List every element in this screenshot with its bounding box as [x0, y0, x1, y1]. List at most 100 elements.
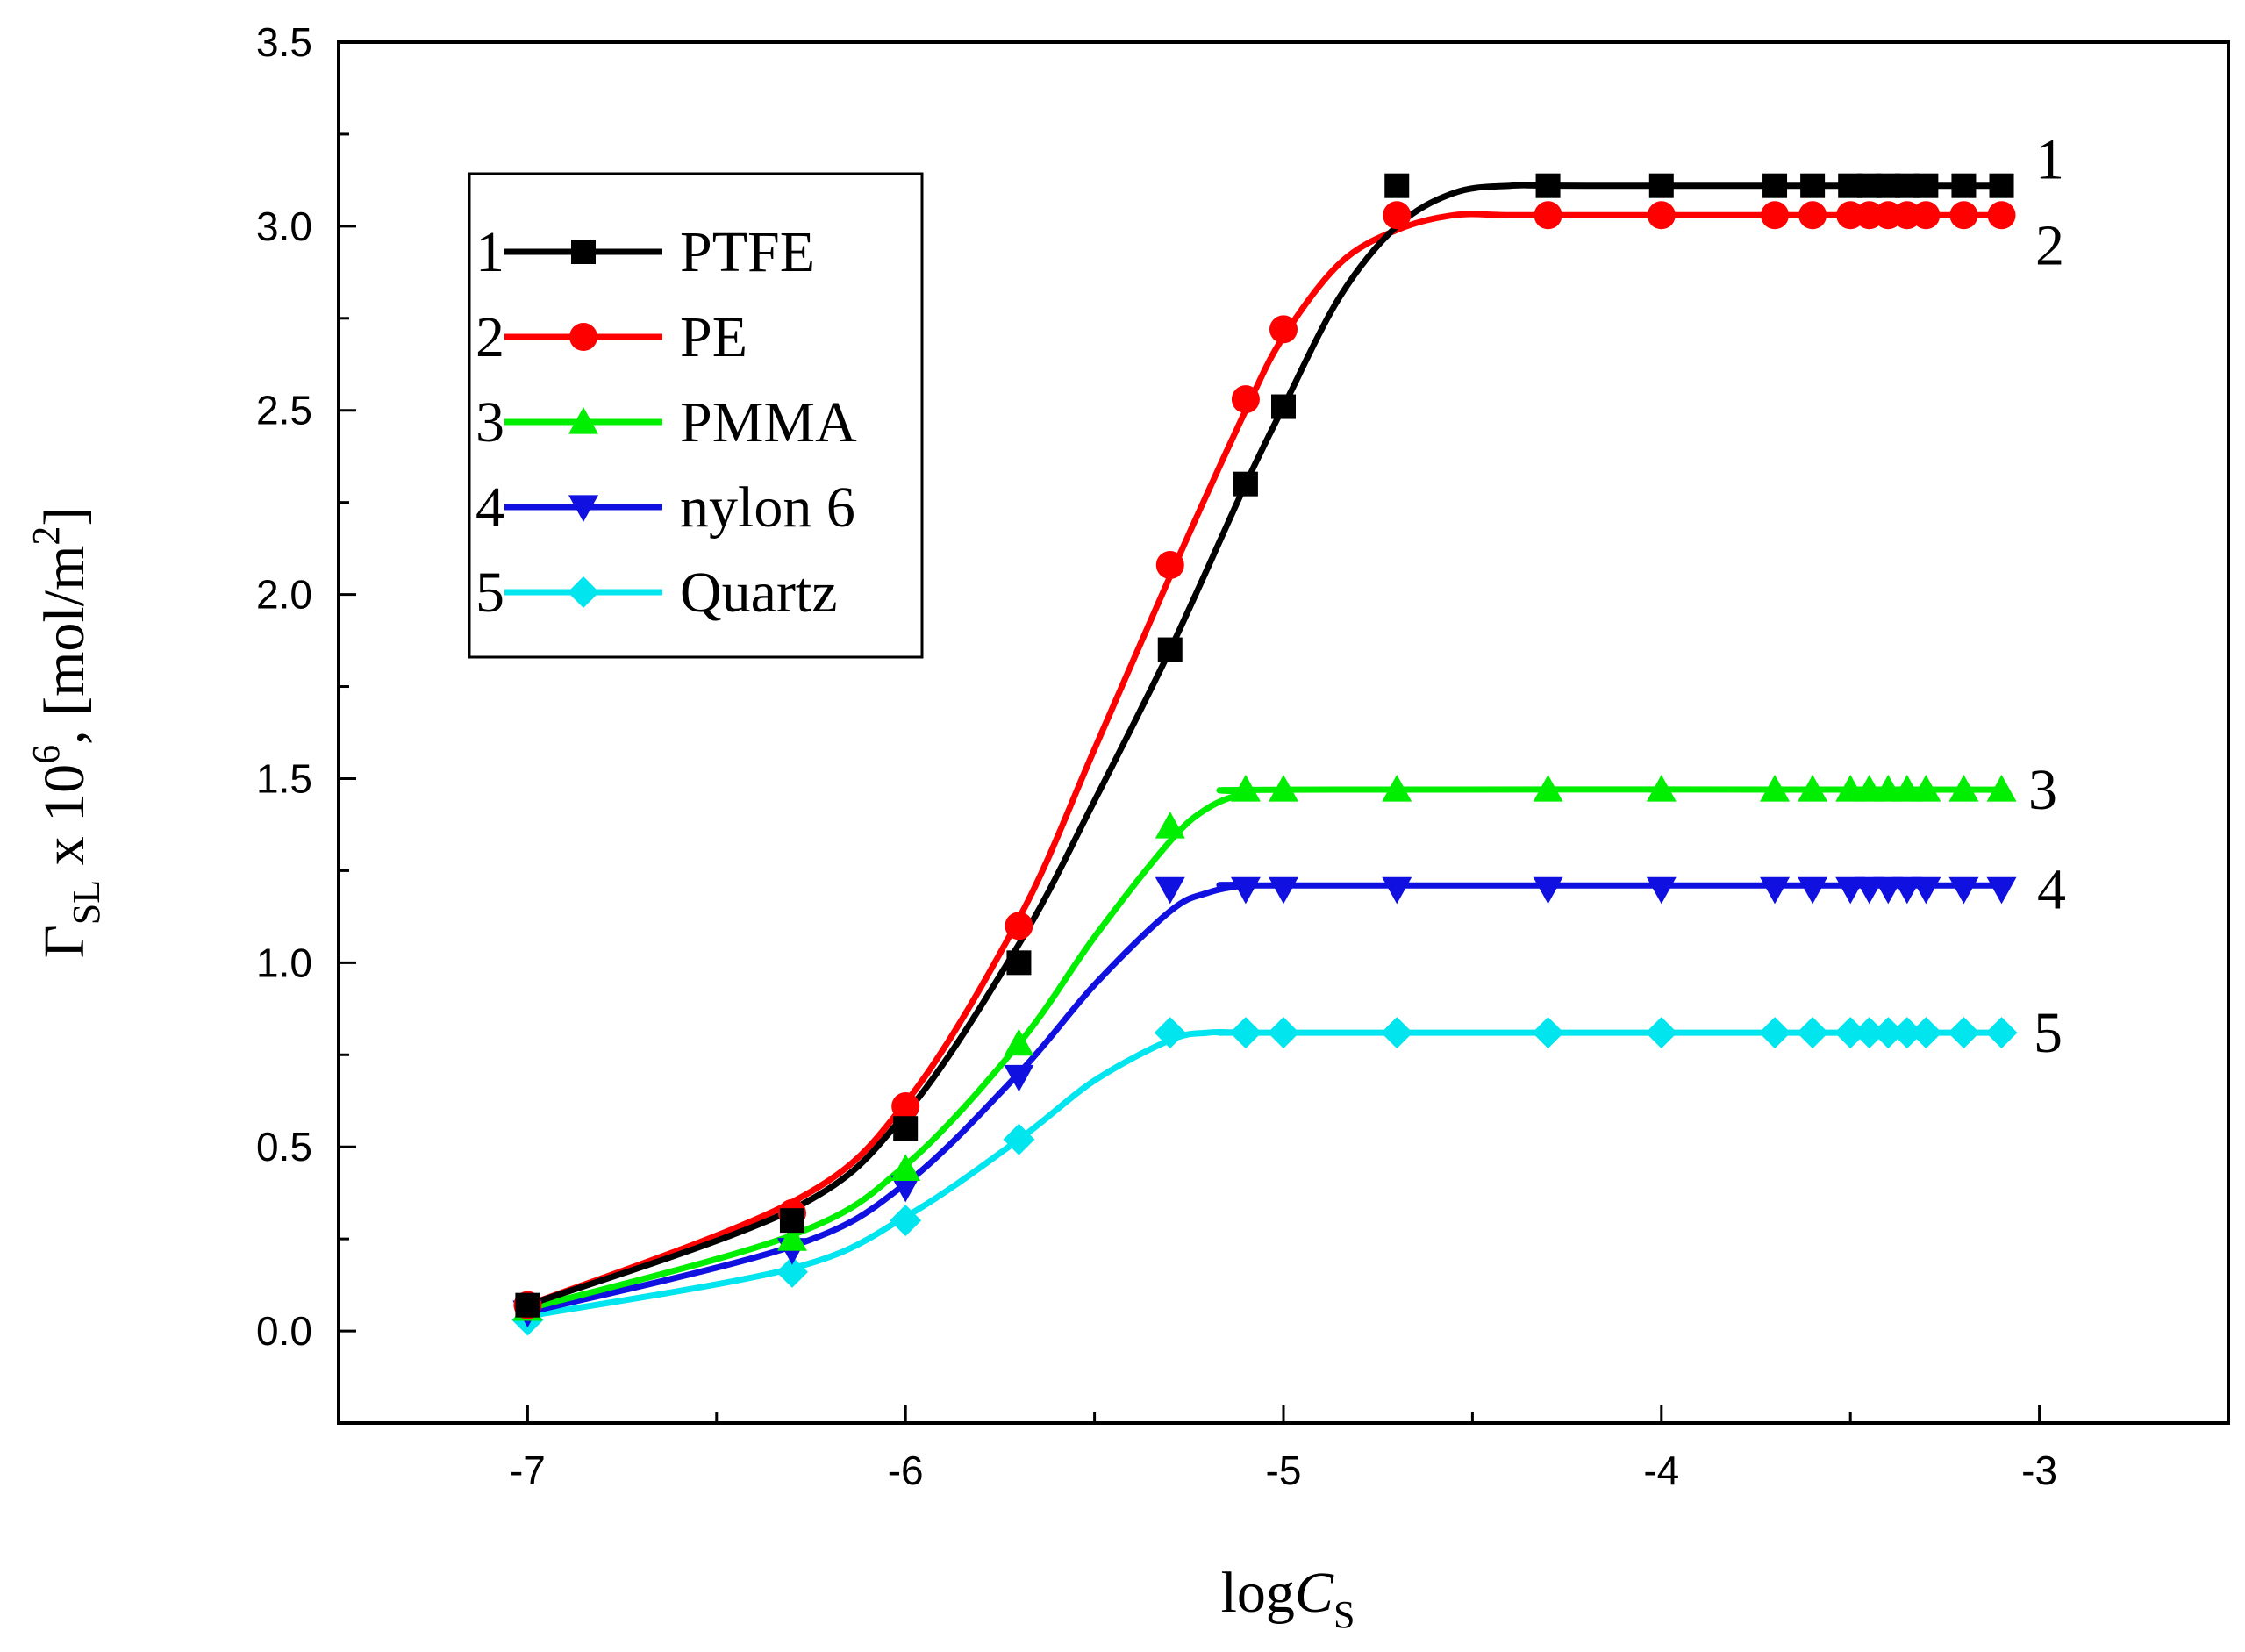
data-point-5: [1910, 1017, 1942, 1049]
data-point-2: [1005, 912, 1033, 940]
data-point-1: [1384, 173, 1410, 198]
y-tick-label: 2.0: [256, 572, 312, 618]
data-point-1: [515, 1292, 540, 1318]
data-point-2: [1987, 201, 2016, 230]
data-point-5: [1891, 1017, 1923, 1049]
legend-label-3: PMMA: [680, 390, 857, 454]
x-tick-label: -5: [1266, 1448, 1302, 1493]
data-point-1: [1006, 950, 1032, 976]
data-point-1: [1951, 173, 1977, 198]
x-tick-label: -6: [888, 1448, 924, 1493]
data-point-4: [1911, 876, 1941, 905]
data-point-5: [1645, 1017, 1677, 1049]
legend-label-5: Quartz: [680, 561, 838, 625]
legend-marker-4: [568, 495, 598, 522]
y-label-multiplier: x 10: [32, 764, 97, 880]
curve-label-1: 1: [2035, 128, 2064, 192]
y-label-exponent: 6: [25, 745, 68, 764]
data-point-1: [1157, 637, 1183, 662]
data-point-5: [1154, 1017, 1186, 1049]
y-label-close: ]: [32, 507, 97, 526]
legend-number-4: 4: [475, 476, 504, 540]
data-point-5: [890, 1205, 922, 1237]
data-point-3: [1854, 775, 1884, 802]
data-point-2: [1798, 201, 1827, 230]
x-tick-label: -7: [510, 1448, 546, 1493]
series-line-4: [524, 882, 2005, 1316]
y-tick-label: 1.0: [256, 940, 312, 985]
series-line-2: [524, 211, 2005, 1309]
data-point-1: [893, 1116, 919, 1141]
curve-end-labels: 1 2 3 4 5: [2028, 128, 2066, 1065]
x-label-c: C: [1295, 1561, 1334, 1625]
data-point-2: [1231, 385, 1260, 414]
data-point-3: [1760, 775, 1791, 802]
data-point-5: [1948, 1017, 1980, 1049]
legend-marker-3: [568, 407, 598, 434]
y-tick-label: 3.0: [256, 204, 312, 249]
plot-frame: [337, 40, 2230, 1425]
data-point-3: [1798, 775, 1828, 802]
y-label-unit: , [mol/m: [32, 546, 97, 745]
data-point-1: [1233, 471, 1258, 497]
data-point-3: [1948, 775, 1979, 802]
data-point-5: [1268, 1017, 1299, 1049]
x-label-log: log: [1221, 1561, 1295, 1625]
data-point-4: [1854, 876, 1884, 905]
data-point-3: [1382, 775, 1412, 802]
data-point-4: [1760, 876, 1791, 905]
data-point-4: [1798, 876, 1828, 905]
legend-number-3: 3: [475, 390, 504, 454]
x-label-subscript: S: [1333, 1593, 1355, 1636]
data-point-5: [776, 1255, 808, 1288]
legend-number-2: 2: [475, 305, 504, 369]
data-point-3: [1911, 775, 1941, 802]
data-point-5: [1834, 1017, 1867, 1049]
x-axis-title: logCS: [1221, 1561, 1355, 1636]
series-line-3: [524, 786, 2005, 1312]
series-markers: [511, 173, 2018, 1336]
data-point-3: [776, 1224, 807, 1251]
curve-label-2: 2: [2035, 213, 2064, 277]
y-tick-label: 3.5: [256, 19, 312, 65]
legend: 1 PTFE 2 PE 3 PMMA 4 nylon 6 5 Quartz: [468, 172, 924, 659]
data-point-4: [1873, 876, 1904, 905]
data-point-4: [1382, 876, 1412, 905]
data-point-4: [1891, 876, 1922, 905]
data-point-4: [890, 1175, 921, 1203]
data-point-4: [1269, 876, 1298, 905]
data-point-2: [1534, 201, 1562, 230]
data-point-1: [1913, 173, 1939, 198]
data-point-2: [1647, 201, 1676, 230]
data-point-5: [1759, 1017, 1791, 1049]
data-point-1: [1800, 173, 1826, 198]
data-point-3: [1891, 775, 1922, 802]
data-point-3: [1533, 775, 1563, 802]
y-axis-title: ΓSL x 106, [mol/m2]: [25, 507, 108, 959]
data-point-1: [779, 1208, 804, 1234]
legend-marker-2: [569, 323, 597, 351]
data-point-5: [1985, 1017, 2018, 1049]
legend-label-4: nylon 6: [680, 476, 855, 540]
curve-label-5: 5: [2034, 1001, 2063, 1065]
y-label-gamma: Γ: [32, 925, 97, 958]
data-point-2: [891, 1092, 920, 1121]
data-point-4: [1230, 876, 1261, 905]
data-point-4: [1533, 876, 1563, 905]
legend-number-5: 5: [475, 561, 504, 625]
data-point-5: [1229, 1017, 1262, 1049]
data-point-1: [1271, 394, 1296, 419]
y-label-subscript: SL: [65, 880, 108, 925]
data-point-4: [1155, 876, 1185, 905]
data-point-4: [1646, 876, 1677, 905]
y-tick-label: 0.0: [256, 1308, 312, 1354]
data-point-5: [1003, 1123, 1035, 1155]
curve-label-3: 3: [2028, 758, 2057, 822]
x-tick-label: -3: [2021, 1448, 2057, 1493]
data-point-3: [1835, 775, 1866, 802]
data-point-1: [1989, 173, 2014, 198]
data-point-3: [890, 1154, 921, 1181]
data-point-4: [1986, 876, 2017, 905]
